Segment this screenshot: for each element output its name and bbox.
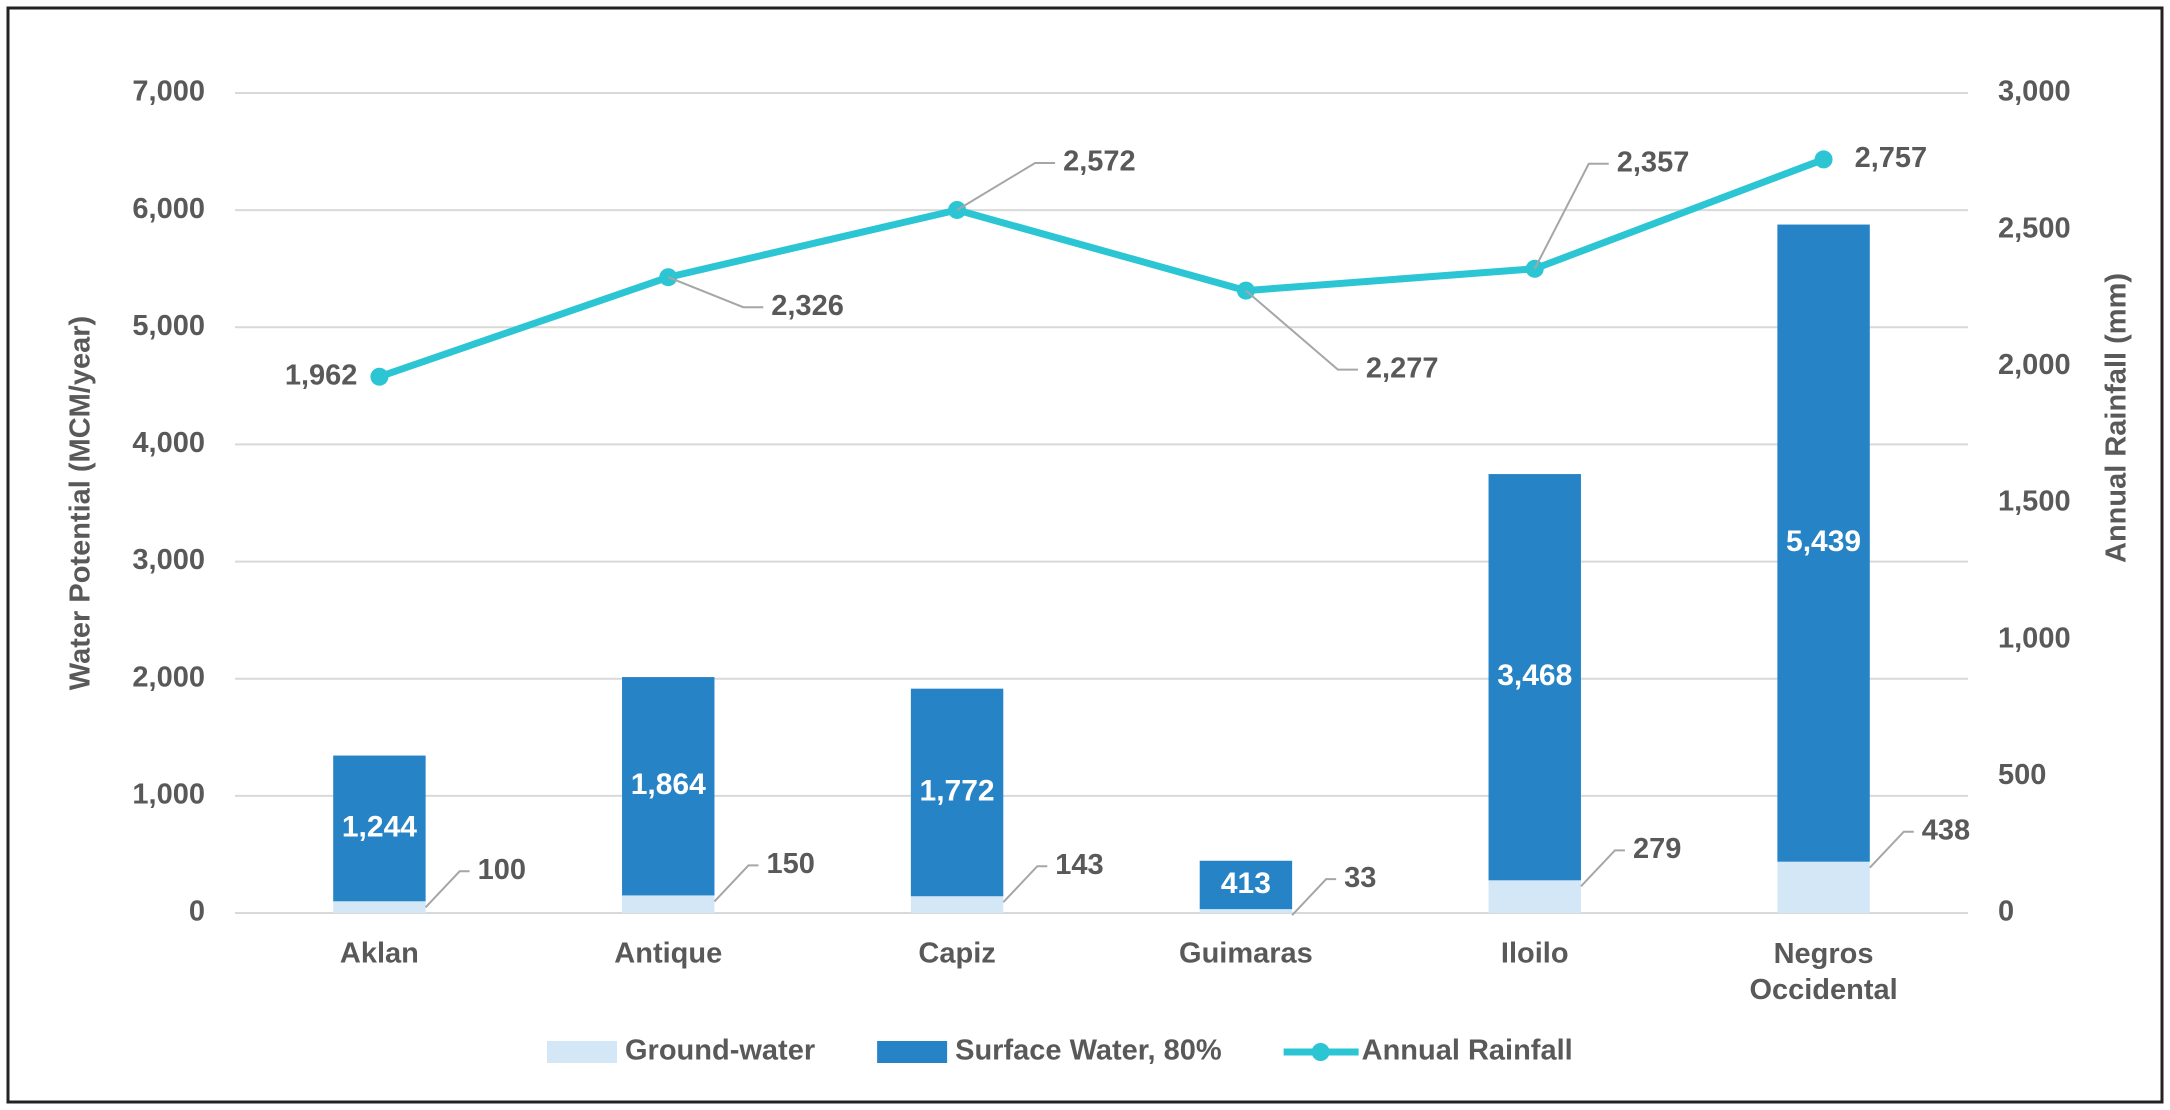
y2-tick-label: 3,000 <box>1998 76 2071 108</box>
bar-segment <box>333 755 426 902</box>
x-tick-label: Aklan <box>340 938 419 970</box>
bar-segment <box>622 895 715 913</box>
y2-tick-label: 2,000 <box>1998 349 2071 381</box>
data-label: 438 <box>1922 814 1970 846</box>
data-label: 2,357 <box>1617 146 1690 178</box>
data-label: 1,864 <box>631 768 706 801</box>
data-label: 1,772 <box>920 774 995 807</box>
y2-tick-label: 2,500 <box>1998 212 2071 244</box>
legend-label: Ground-water <box>625 1035 815 1067</box>
leader-line <box>1291 878 1337 916</box>
y2-tick-label: 0 <box>1998 896 2014 928</box>
x-tick-label: Guimaras <box>1179 938 1313 970</box>
bar-segment <box>910 896 1004 913</box>
leader-line <box>1245 289 1358 371</box>
leader-line <box>1869 830 1914 869</box>
data-label: 1,962 <box>285 359 358 391</box>
legend-marker <box>1311 1043 1330 1061</box>
leader-line <box>1002 865 1048 903</box>
legend-label: Annual Rainfall <box>1362 1035 1573 1067</box>
legend-swatch <box>877 1041 948 1063</box>
leader-line <box>956 161 1056 211</box>
x-tick-label: Iloilo <box>1501 938 1569 970</box>
y-tick-label: 4,000 <box>132 427 205 459</box>
bar-segment <box>1488 474 1581 881</box>
leader-line <box>424 870 470 908</box>
line-series <box>378 156 1825 381</box>
data-label: 100 <box>478 854 526 886</box>
data-label: 413 <box>1221 867 1271 900</box>
bar-segment <box>1488 880 1581 913</box>
x-tick-label: Negros Occidental <box>1749 938 1897 1006</box>
bar-segment <box>910 688 1004 897</box>
y-tick-label: 0 <box>189 896 205 928</box>
x-tick-word: Occidental <box>1749 974 1897 1006</box>
y-tick-label: 3,000 <box>132 544 205 576</box>
leader-line <box>1533 162 1609 270</box>
data-label: 2,757 <box>1855 142 1928 174</box>
x-tick-label: Capiz <box>918 938 995 970</box>
data-label: 33 <box>1344 862 1376 894</box>
data-label: 2,572 <box>1063 146 1136 178</box>
data-label: 3,468 <box>1497 659 1572 692</box>
data-label: 279 <box>1633 833 1681 865</box>
x-tick-word: Negros <box>1774 938 1874 970</box>
y-tick-label: 2,000 <box>132 661 205 693</box>
leader-line <box>713 864 759 903</box>
data-label: 150 <box>766 848 814 880</box>
y-tick-label: 6,000 <box>132 193 205 225</box>
data-label: 143 <box>1055 849 1103 881</box>
y-tick-label: 5,000 <box>132 310 205 342</box>
y2-tick-label: 1,000 <box>1998 622 2071 654</box>
y-tick-label: 7,000 <box>132 76 205 108</box>
line-marker <box>1814 150 1833 169</box>
legend-label: Surface Water, 80% <box>955 1035 1222 1067</box>
data-label: 2,277 <box>1366 352 1439 384</box>
bar-segment <box>333 901 426 913</box>
bar-segment <box>1199 909 1293 913</box>
y2-axis-title: Annual Rainfall (mm) <box>2101 273 2133 563</box>
y2-tick-label: 500 <box>1998 759 2046 791</box>
bar-segment <box>1777 224 1870 862</box>
line-marker <box>370 367 389 386</box>
data-label: 1,244 <box>342 810 417 843</box>
legend-swatch <box>547 1041 617 1063</box>
leader-line <box>1580 849 1625 888</box>
x-tick-label: Antique <box>614 938 722 970</box>
bar-segment <box>1777 861 1870 913</box>
bar-segment <box>1199 860 1293 910</box>
bar-segment <box>622 677 715 896</box>
y-tick-label: 1,000 <box>132 779 205 811</box>
data-label: 2,326 <box>771 290 844 322</box>
leader-line <box>667 276 764 309</box>
y2-tick-label: 1,500 <box>1998 486 2071 518</box>
data-label: 5,439 <box>1786 525 1861 558</box>
y-axis-title: Water Potential (MCM/year) <box>65 316 97 690</box>
